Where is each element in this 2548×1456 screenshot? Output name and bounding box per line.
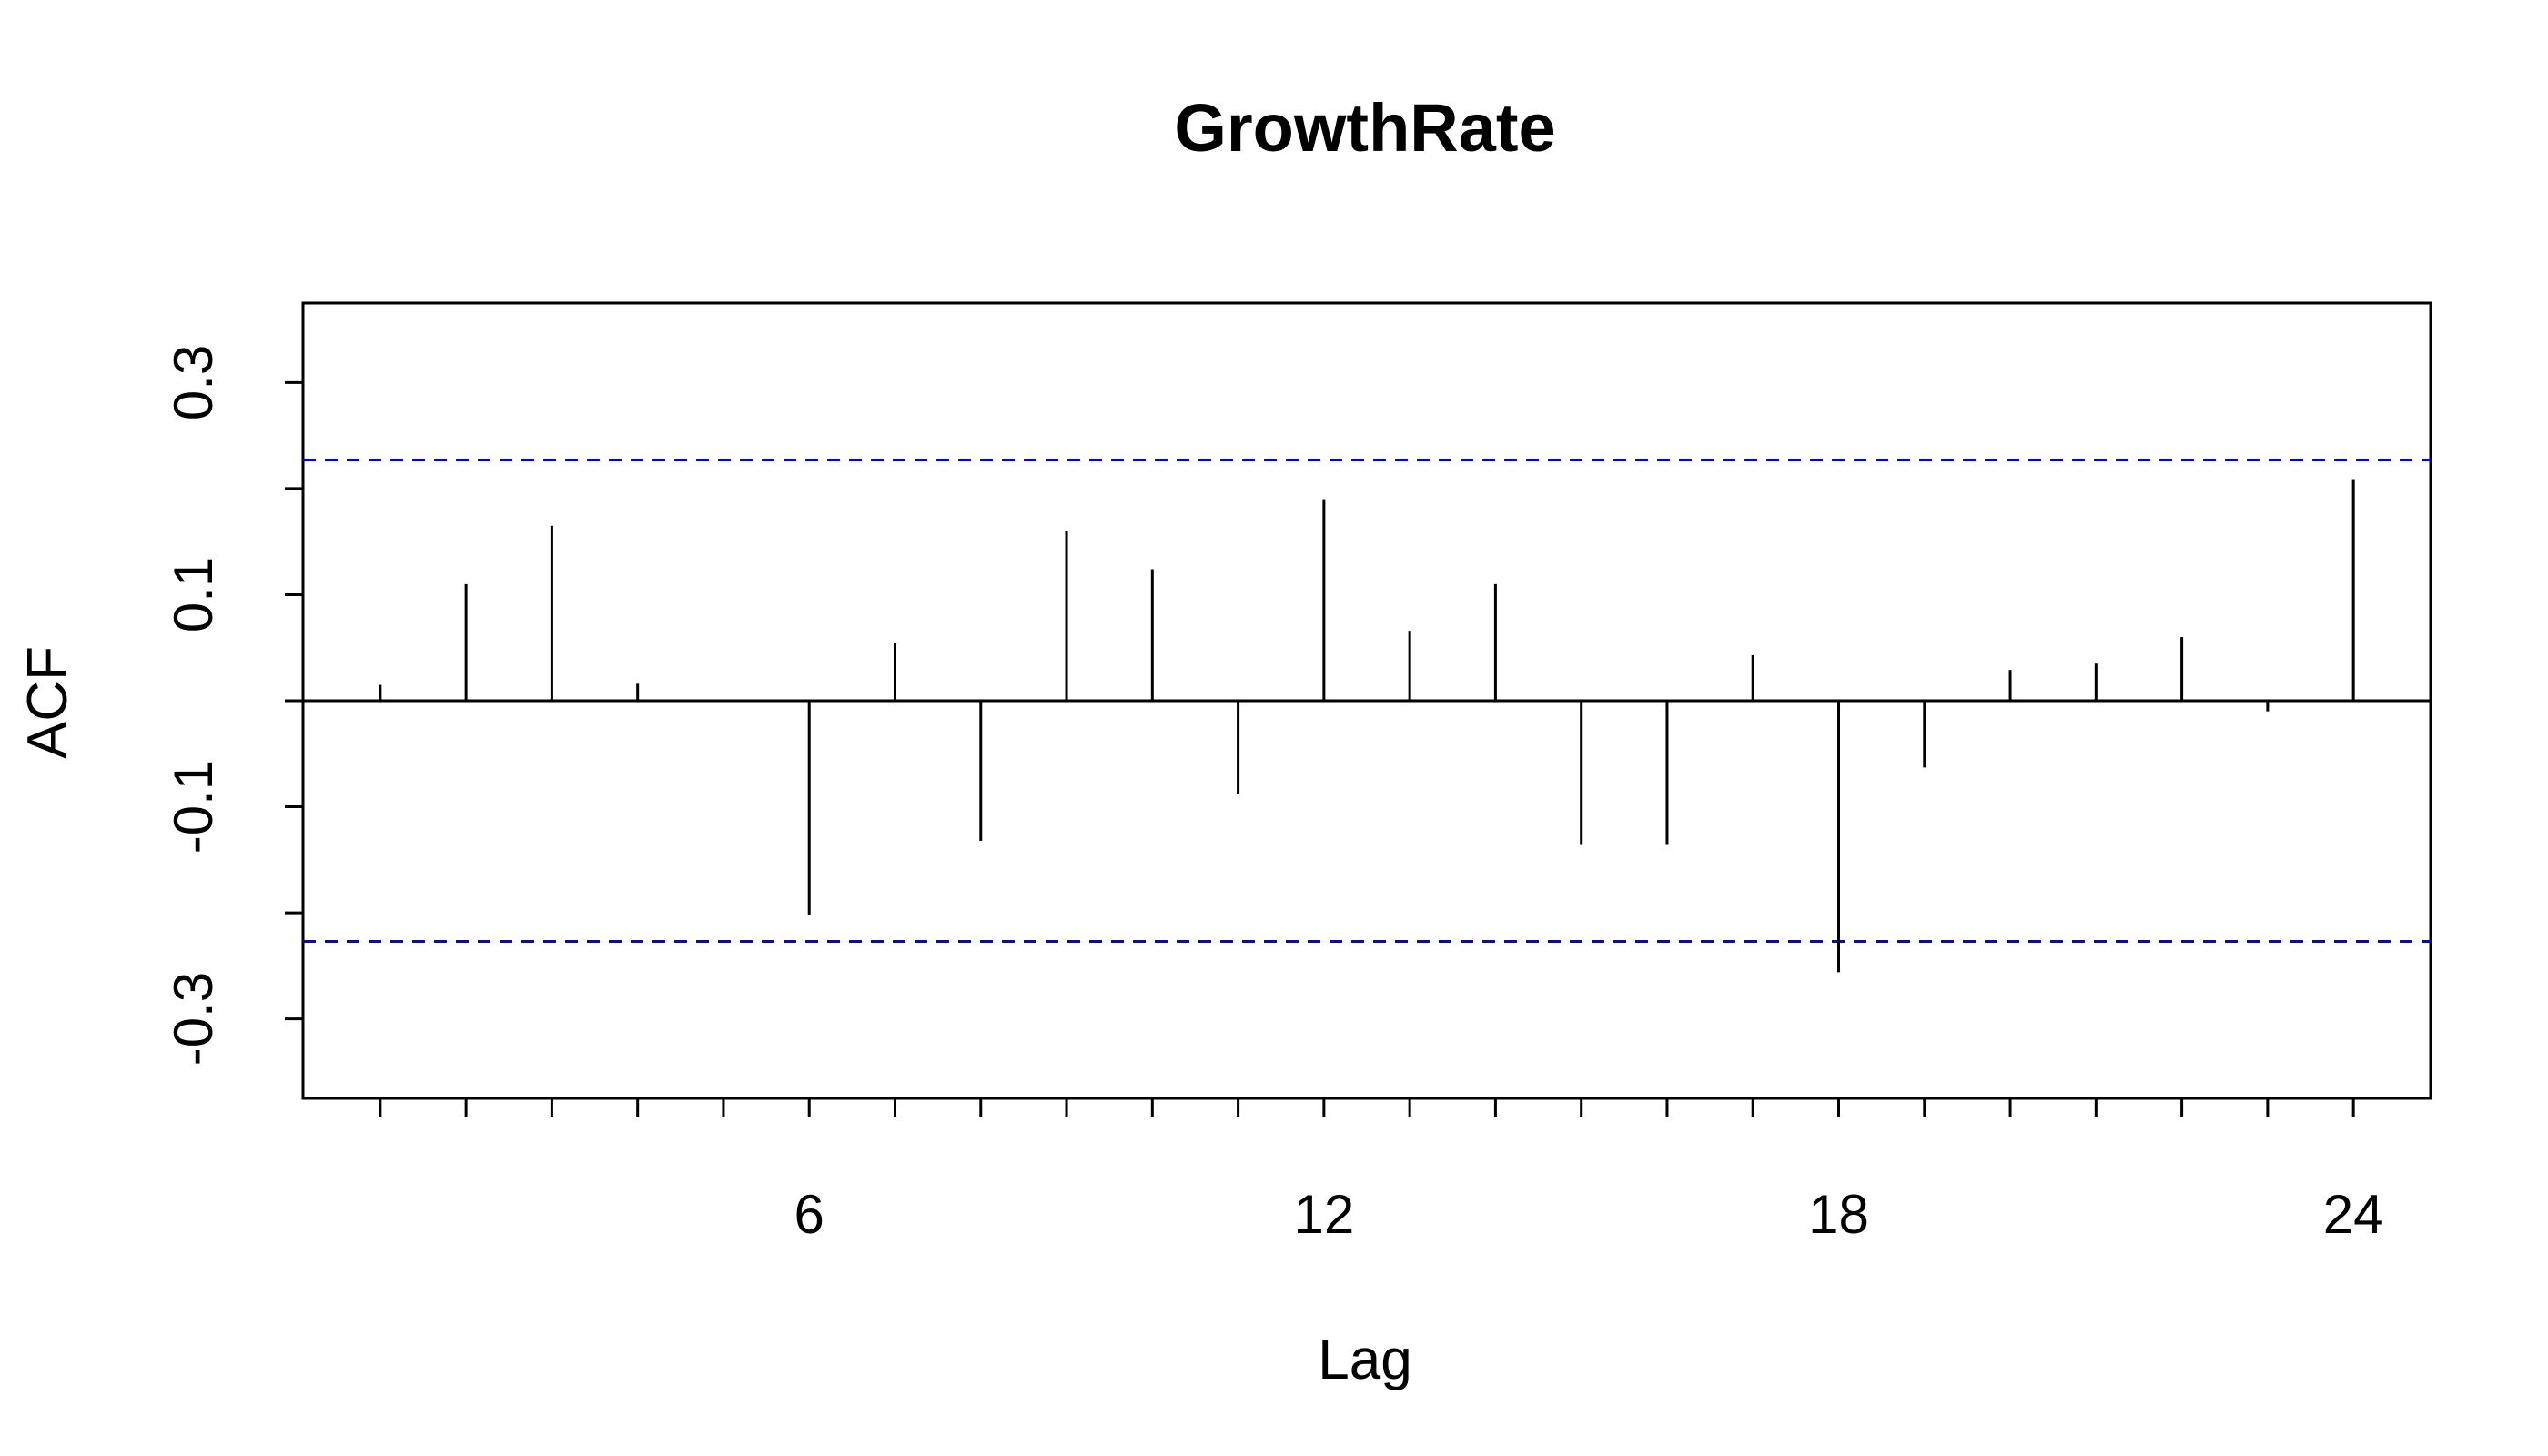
x-tick-label-6: 6 [794,1184,824,1245]
x-tick-label-18: 18 [1808,1184,1869,1245]
x-axis-label: Lag [1318,1329,1411,1391]
y-tick-label: 0.3 [163,345,224,420]
x-tick-label-12: 12 [1293,1184,1354,1245]
chart-title: GrowthRate [1174,90,1555,166]
x-tick-label-24: 24 [2323,1184,2384,1245]
plot-area: 6 12 18 24 -0.3 -0.1 0.1 0.3 [163,301,2432,1245]
y-tick-label: -0.3 [163,972,224,1066]
y-axis-label: ACF [16,646,79,759]
y-tick-label: 0.1 [163,557,224,632]
y-tick-label: -0.1 [163,760,224,854]
